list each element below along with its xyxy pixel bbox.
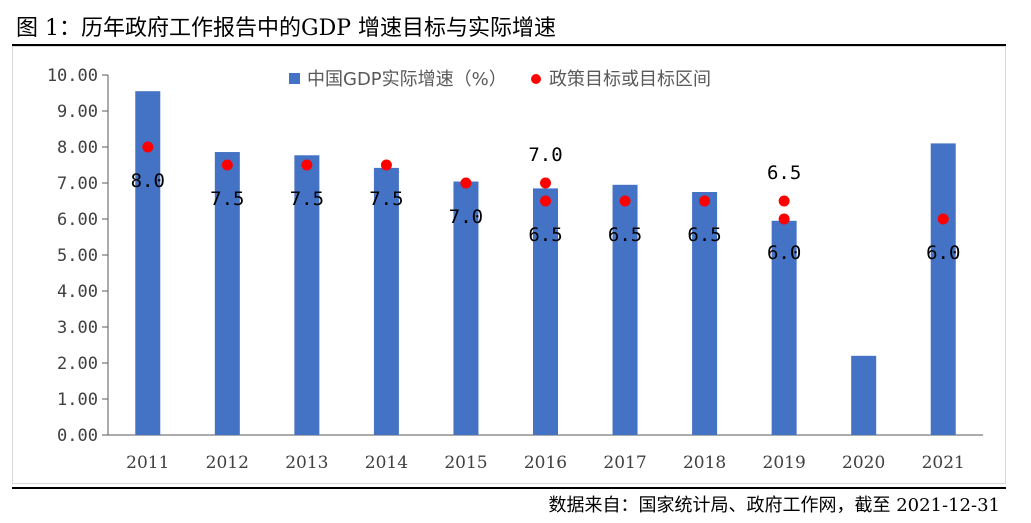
source-note: 数据来自：国家统计局、政府工作网，截至 2021-12-31 — [548, 495, 1000, 516]
target-point-2012 — [221, 159, 233, 171]
y-tick-label: 2.00 — [57, 354, 98, 374]
y-tick-label: 8.00 — [57, 138, 98, 158]
chart-title: 图 1：历年政府工作报告中的GDP 增速目标与实际增速 — [16, 16, 557, 41]
bar-2015 — [453, 181, 479, 435]
target-point-2021 — [937, 213, 949, 225]
y-tick-label: 0.00 — [57, 426, 98, 446]
target-label-2014: 7.5 — [369, 188, 403, 210]
target-label-2013: 7.5 — [290, 188, 324, 210]
y-tick-label: 7.00 — [57, 174, 98, 194]
chart-frame: 0.00 1.00 2.00 3.00 4.00 5.00 6.00 7.00 8.00 9.00… — [12, 46, 1006, 484]
x-tick-label: 2014 — [365, 453, 408, 473]
target-label-2017: 6.5 — [608, 224, 642, 246]
y-tick-label: 5.00 — [57, 246, 98, 266]
target-label-2016: 6.5 — [528, 224, 562, 246]
target-point-2014 — [380, 159, 392, 171]
x-tick-label: 2021 — [922, 453, 965, 473]
x-tick-label: 2020 — [842, 453, 885, 473]
target-label-2011: 8.0 — [131, 170, 165, 192]
target-point-2011 — [142, 141, 154, 153]
x-tick-label: 2011 — [126, 453, 169, 473]
x-tick-label: 2016 — [524, 453, 567, 473]
y-tick-label: 3.00 — [57, 318, 98, 338]
bar-2019 — [771, 220, 797, 435]
y-tick-label: 6.00 — [57, 210, 98, 230]
legend: 中国GDP实际增速（%） 政策目标或目标区间 — [289, 69, 711, 90]
x-tick-label: 2013 — [285, 453, 328, 473]
bar-2017 — [612, 184, 638, 435]
target-label-2019: 6.0 — [767, 242, 801, 264]
target-point-2017 — [619, 195, 631, 207]
legend-bar-label: 中国GDP实际增速（%） — [307, 69, 507, 90]
x-tick-label: 2012 — [206, 453, 249, 473]
legend-point-swatch — [531, 74, 541, 84]
target-label-2012: 7.5 — [210, 188, 244, 210]
target-point-2018 — [699, 195, 711, 207]
target-point-2015 — [460, 177, 472, 189]
bar-2021 — [930, 143, 956, 435]
target-point-2019 — [778, 213, 790, 225]
y-tick-label: 1.00 — [57, 390, 98, 410]
bar-2018 — [692, 192, 718, 435]
legend-bar-swatch — [289, 73, 300, 84]
y-tick-label: 4.00 — [57, 282, 98, 302]
target-label-2016: 7.0 — [528, 144, 562, 166]
bar-2020 — [851, 355, 877, 435]
y-tick-label: 9.00 — [57, 102, 98, 122]
bar-2013 — [294, 155, 320, 435]
target-point-2013 — [301, 159, 313, 171]
bar-2012 — [214, 152, 240, 435]
x-tick-label: 2018 — [683, 453, 726, 473]
x-tick-label: 2017 — [603, 453, 646, 473]
target-point-2016 — [540, 195, 551, 207]
chart-svg: 0.00 1.00 2.00 3.00 4.00 5.00 6.00 7.00 8.00 9.00… — [47, 66, 983, 473]
target-point-2016 — [540, 177, 551, 189]
bar-2014 — [373, 167, 399, 435]
target-label-2021: 6.0 — [926, 242, 960, 264]
x-tick-label: 2019 — [763, 453, 806, 473]
footnote: 数据来自：国家统计局、政府工作网，截至 2021-12-31 — [12, 487, 1006, 516]
x-tick-label: 2015 — [444, 453, 487, 473]
legend-point-label: 政策目标或目标区间 — [549, 69, 711, 90]
y-tick-label: 10.00 — [47, 66, 98, 86]
target-label-2015: 7.0 — [449, 206, 483, 228]
bar-2016 — [533, 188, 558, 435]
title-bar: 图 1：历年政府工作报告中的GDP 增速目标与实际增速 — [12, 4, 1006, 46]
target-point-2019 — [778, 195, 790, 207]
target-label-2018: 6.5 — [687, 224, 721, 246]
target-label-2019: 6.5 — [767, 162, 801, 184]
